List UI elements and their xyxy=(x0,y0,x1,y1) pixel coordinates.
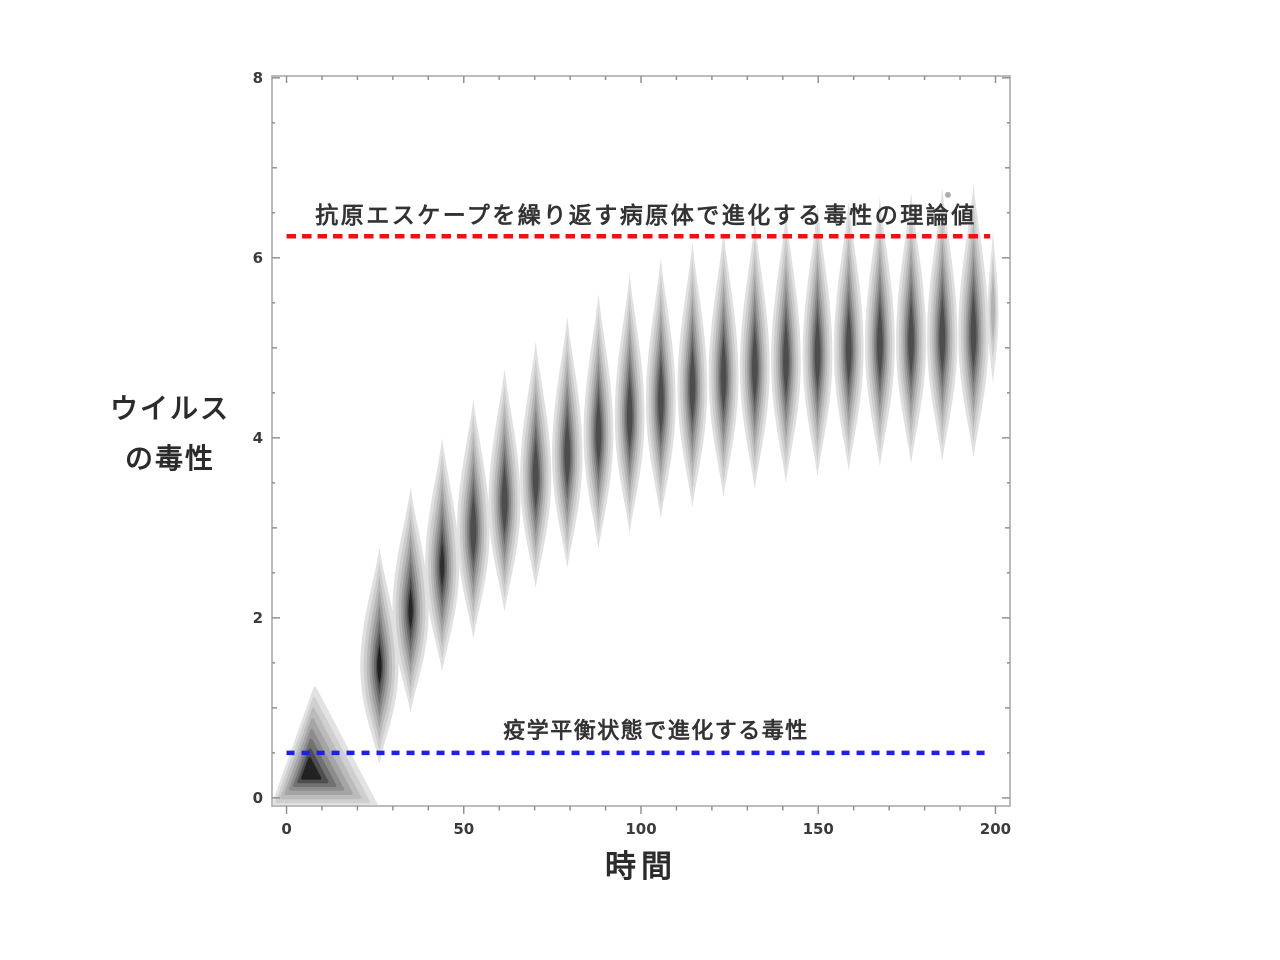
stray-speck xyxy=(944,191,951,198)
contour-level xyxy=(564,414,571,488)
initial-cluster-contour xyxy=(301,757,322,780)
contour-core xyxy=(377,643,382,685)
y-axis-label: ウイルス の毒性 xyxy=(55,384,285,484)
distribution-snapshot xyxy=(896,192,927,464)
annotation-equilibrium-virulence: 疫学平衡状態で進化する毒性 xyxy=(503,719,809,744)
contour-level xyxy=(595,393,602,468)
contour-core xyxy=(408,587,413,631)
contour-level xyxy=(814,311,821,391)
contour-level xyxy=(877,302,883,381)
y-axis-label-line1: ウイルス xyxy=(109,392,230,425)
distribution-snapshot xyxy=(833,201,864,472)
density-blobs xyxy=(273,184,999,805)
distribution-snapshot xyxy=(457,399,490,639)
x-tick-label: 150 xyxy=(803,820,834,838)
distribution-snapshot xyxy=(614,274,645,534)
y-tick-label: 4 xyxy=(253,429,263,447)
tick-labels: 0 50 100 150 200 0 2 4 6 8 xyxy=(253,69,1012,838)
distribution-snapshot xyxy=(739,220,770,490)
edge-sliver-contour xyxy=(990,272,996,342)
contour-level xyxy=(470,492,477,563)
contour-level xyxy=(783,318,789,397)
contour-level xyxy=(501,463,508,534)
distribution-snapshot xyxy=(927,187,958,462)
distribution-snapshot xyxy=(645,257,676,519)
annotation-escape-theoretical-virulence: 抗原エスケープを繰り返す病原体で進化する毒性の理論値 xyxy=(315,203,977,229)
contour-level xyxy=(939,294,946,374)
y-axis-label-line2: の毒性 xyxy=(124,442,215,475)
distribution-snapshot xyxy=(360,547,399,764)
contour-level xyxy=(908,298,914,378)
x-tick-label: 200 xyxy=(980,820,1011,838)
x-tick-label: 50 xyxy=(453,820,474,838)
distribution-snapshot xyxy=(392,487,429,713)
distribution-snapshot xyxy=(520,341,552,589)
distribution-snapshot xyxy=(958,184,989,458)
contour-level xyxy=(720,334,727,413)
distribution-snapshot xyxy=(677,242,708,508)
contour-level xyxy=(689,345,696,423)
y-tick-label: 0 xyxy=(253,789,263,807)
contour-level xyxy=(751,325,758,404)
distribution-snapshot xyxy=(425,437,460,672)
contour-level xyxy=(970,290,977,371)
x-tick-label: 100 xyxy=(625,820,656,838)
y-tick-label: 2 xyxy=(253,609,263,627)
axis-ticks xyxy=(272,76,1010,814)
x-tick-label: 0 xyxy=(281,820,291,838)
distribution-snapshot xyxy=(865,196,895,467)
distribution-snapshot xyxy=(552,316,583,569)
distribution-snapshot xyxy=(802,206,833,477)
contour-core xyxy=(440,542,445,587)
y-tick-label: 6 xyxy=(253,249,263,267)
contour-level xyxy=(658,359,664,436)
distribution-snapshot xyxy=(583,293,614,550)
distribution-snapshot xyxy=(771,212,801,483)
contour-level xyxy=(626,375,633,451)
distribution-snapshot xyxy=(488,368,521,612)
contour-level xyxy=(532,437,539,510)
y-tick-label: 8 xyxy=(253,69,263,87)
contour-level xyxy=(845,306,852,385)
x-axis-label: 時間 xyxy=(605,849,677,885)
distribution-snapshot xyxy=(708,230,739,498)
